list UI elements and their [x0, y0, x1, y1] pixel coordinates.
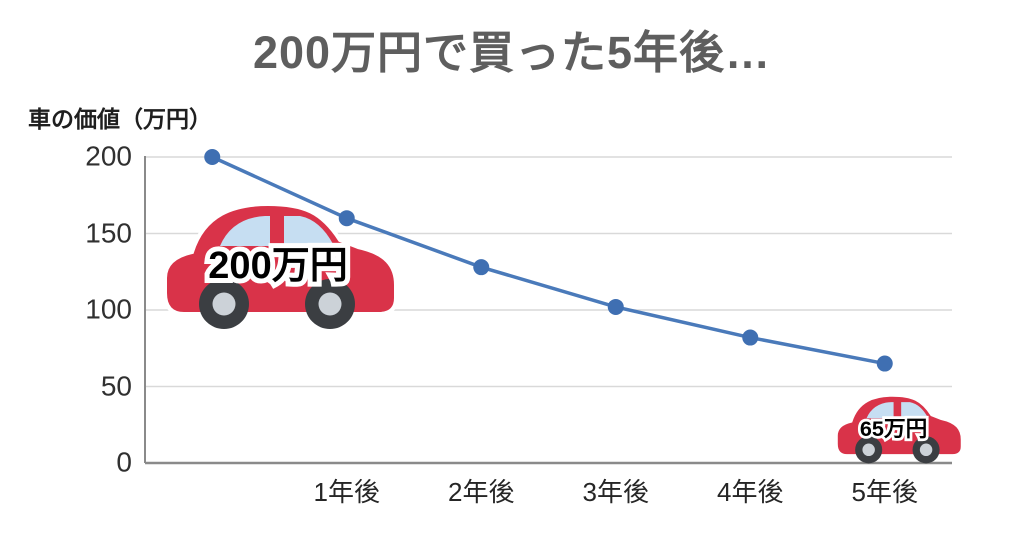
purchase-price-label: 200万円	[208, 245, 347, 287]
y-tick-label: 100	[85, 293, 132, 325]
y-tick-label: 0	[116, 446, 132, 478]
x-tick-label: 3年後	[582, 477, 649, 507]
car-icon-large: 200万円	[163, 202, 398, 331]
car-icon-small: 65万円	[835, 394, 963, 465]
x-tick-label: 1年後	[313, 477, 380, 507]
y-axis-tick-labels: 0 50 100 150 200	[0, 0, 132, 538]
y-tick-label: 50	[100, 369, 132, 401]
x-tick-label: 4年後	[717, 477, 784, 507]
y-tick-label: 150	[85, 216, 132, 248]
x-tick-label: 5年後	[851, 477, 918, 507]
final-price-label: 65万円	[860, 416, 927, 441]
y-tick-label: 200	[85, 140, 132, 172]
y-axis-title: 車の価値（万円）	[28, 106, 212, 132]
chart-title: 200万円で買った5年後…	[252, 27, 772, 78]
x-tick-label: 2年後	[448, 477, 515, 507]
